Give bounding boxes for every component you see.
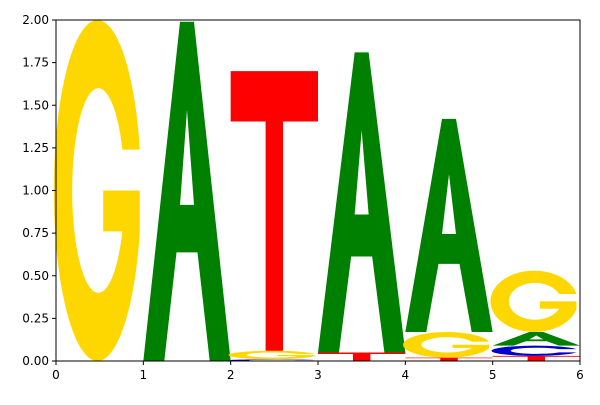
x-tick-label: 6: [576, 368, 584, 382]
logo-letter-a-pos6: [492, 332, 580, 346]
x-tick-label: 0: [52, 368, 60, 382]
ticks-layer: 0 1 2 3 4 5 6 0.00 0.25 0.50 0.75 1.00 1.25 1.50 1.75 2…: [22, 13, 584, 382]
y-tick-label: 1.00: [22, 184, 49, 198]
logo-letter-t-pos6: [492, 355, 580, 361]
logo-letter-t-pos5: [405, 357, 493, 361]
logo-letter-c-pos6: [491, 345, 577, 356]
logo-letter-a-pos5: [405, 118, 493, 333]
logo-letter-g-pos6: [490, 270, 577, 333]
x-tick-label: 1: [140, 368, 148, 382]
letters-layer: [53, 20, 580, 362]
logo-letter-g-pos5: [403, 332, 490, 358]
y-tick-label: 1.25: [22, 141, 49, 155]
y-tick-label: 0.00: [22, 354, 49, 368]
y-tick-label: 0.50: [22, 269, 49, 283]
y-tick-label: 1.75: [22, 56, 49, 70]
logo-letter-t-pos3: [230, 71, 318, 351]
x-tick-label: 3: [314, 368, 322, 382]
y-tick-label: 0.25: [22, 311, 49, 325]
y-tick-label: 2.00: [22, 13, 49, 27]
logo-letter-a-pos4: [318, 52, 406, 353]
y-tick-label: 1.50: [22, 98, 49, 112]
x-tick-label: 5: [489, 368, 497, 382]
x-tick-label: 4: [402, 368, 410, 382]
logo-letter-g-pos3: [228, 350, 315, 360]
logo-letter-g-pos1: [53, 20, 140, 361]
logo-letter-a-pos2: [143, 21, 231, 362]
x-tick-label: 2: [227, 368, 235, 382]
y-tick-label: 0.75: [22, 226, 49, 240]
logo-letter-t-pos4: [318, 352, 406, 361]
